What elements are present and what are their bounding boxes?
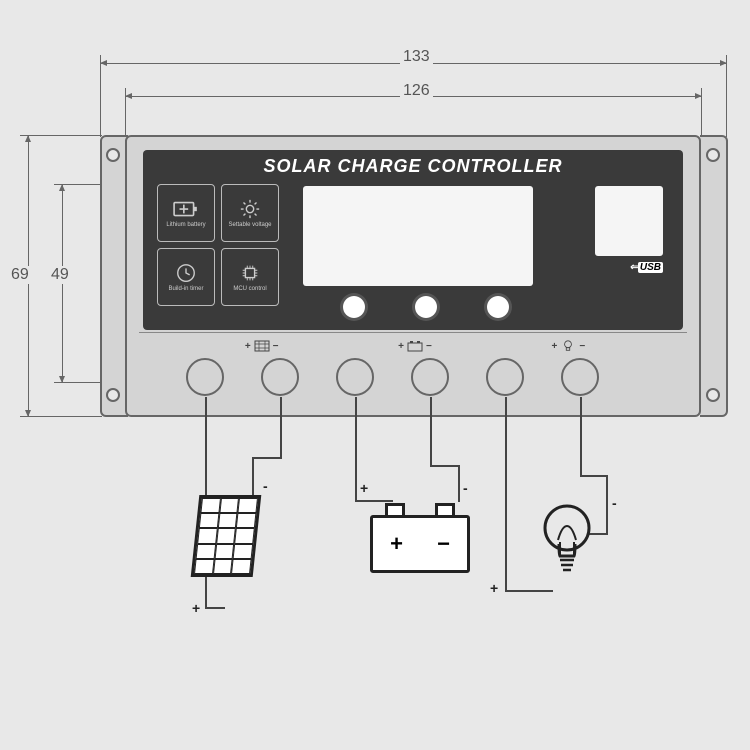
button-row bbox=[343, 296, 509, 318]
terminal-bat-pos[interactable] bbox=[336, 358, 374, 396]
terminal-load-neg[interactable] bbox=[561, 358, 599, 396]
battery-pos-label: + bbox=[390, 531, 403, 557]
button-menu[interactable] bbox=[343, 296, 365, 318]
polarity-label: - bbox=[463, 480, 468, 496]
wire bbox=[355, 397, 357, 502]
ext-line bbox=[20, 416, 102, 417]
wire bbox=[280, 397, 282, 457]
terminal-row bbox=[186, 358, 599, 396]
polarity-label: + bbox=[192, 600, 200, 616]
wire bbox=[355, 500, 393, 502]
battery-terminal-pos bbox=[385, 503, 405, 515]
battery-terminal-neg bbox=[435, 503, 455, 515]
solar-panel-icon bbox=[254, 340, 270, 352]
feature-voltage: Settable voltage bbox=[221, 184, 279, 242]
mount-hole bbox=[106, 388, 120, 402]
battery-neg-label: − bbox=[437, 531, 450, 557]
ridge-line bbox=[139, 332, 687, 333]
feature-grid: Lithium battery Settable voltage Build-i… bbox=[157, 184, 279, 306]
product-title: SOLAR CHARGE CONTROLLER bbox=[143, 156, 683, 177]
terminal-load-pos[interactable] bbox=[486, 358, 524, 396]
battery-icon bbox=[407, 340, 423, 352]
feature-label: Build-in timer bbox=[168, 286, 203, 293]
terminal-bat-neg[interactable] bbox=[411, 358, 449, 396]
feature-label: Lithium battery bbox=[166, 222, 205, 229]
feature-label: Settable voltage bbox=[228, 222, 271, 229]
gear-icon bbox=[237, 198, 263, 220]
polarity-label: + bbox=[490, 580, 498, 596]
wire bbox=[505, 590, 553, 592]
battery-plus-icon bbox=[173, 198, 199, 220]
dim-inner-width-label: 126 bbox=[400, 82, 433, 100]
feature-mcu: MCU control bbox=[221, 248, 279, 306]
mount-flange-right bbox=[700, 135, 728, 417]
ext-line bbox=[20, 135, 102, 136]
usb-label: ⇐USB bbox=[595, 262, 663, 273]
front-panel: SOLAR CHARGE CONTROLLER Lithium battery … bbox=[143, 150, 683, 330]
solar-panel-device bbox=[191, 495, 262, 577]
wire bbox=[430, 397, 432, 467]
dim-inner-height-label: 49 bbox=[48, 266, 72, 284]
diagram-canvas: 133 126 69 49 SOLAR CHARGE CONTROLLER Li… bbox=[0, 0, 750, 750]
terminal-label-solar: + − bbox=[245, 340, 279, 352]
mount-hole bbox=[706, 388, 720, 402]
bulb-device bbox=[540, 500, 595, 580]
wire bbox=[505, 397, 507, 592]
ext-line bbox=[726, 55, 727, 137]
wire bbox=[458, 465, 460, 502]
terminal-label-row: + − + − + − bbox=[185, 340, 645, 352]
dim-outer-height-label: 69 bbox=[8, 266, 32, 284]
mount-hole bbox=[706, 148, 720, 162]
battery-device: + − bbox=[370, 515, 470, 573]
bulb-icon bbox=[560, 340, 576, 352]
wire bbox=[205, 607, 225, 609]
lightbulb-icon bbox=[540, 500, 595, 575]
wire bbox=[580, 475, 608, 477]
terminal-label-battery: + − bbox=[398, 340, 432, 352]
polarity-label: + bbox=[360, 480, 368, 496]
button-down[interactable] bbox=[487, 296, 509, 318]
clock-icon bbox=[173, 262, 199, 284]
terminal-solar-neg[interactable] bbox=[261, 358, 299, 396]
chip-icon bbox=[237, 262, 263, 284]
polarity-label: - bbox=[612, 495, 617, 511]
terminal-solar-pos[interactable] bbox=[186, 358, 224, 396]
wire bbox=[606, 475, 608, 535]
usb-port-area bbox=[595, 186, 663, 256]
wire bbox=[252, 457, 282, 459]
wire bbox=[580, 397, 582, 477]
mount-hole bbox=[106, 148, 120, 162]
dim-outer-width-label: 133 bbox=[400, 48, 433, 66]
polarity-label: - bbox=[263, 478, 268, 494]
lcd-screen bbox=[303, 186, 533, 286]
mount-flange-left bbox=[100, 135, 128, 417]
wire bbox=[430, 465, 460, 467]
feature-label: MCU control bbox=[233, 286, 266, 293]
button-up[interactable] bbox=[415, 296, 437, 318]
ext-line bbox=[100, 55, 101, 137]
feature-timer: Build-in timer bbox=[157, 248, 215, 306]
feature-lithium: Lithium battery bbox=[157, 184, 215, 242]
terminal-label-load: + − bbox=[551, 340, 585, 352]
wire bbox=[252, 457, 254, 497]
